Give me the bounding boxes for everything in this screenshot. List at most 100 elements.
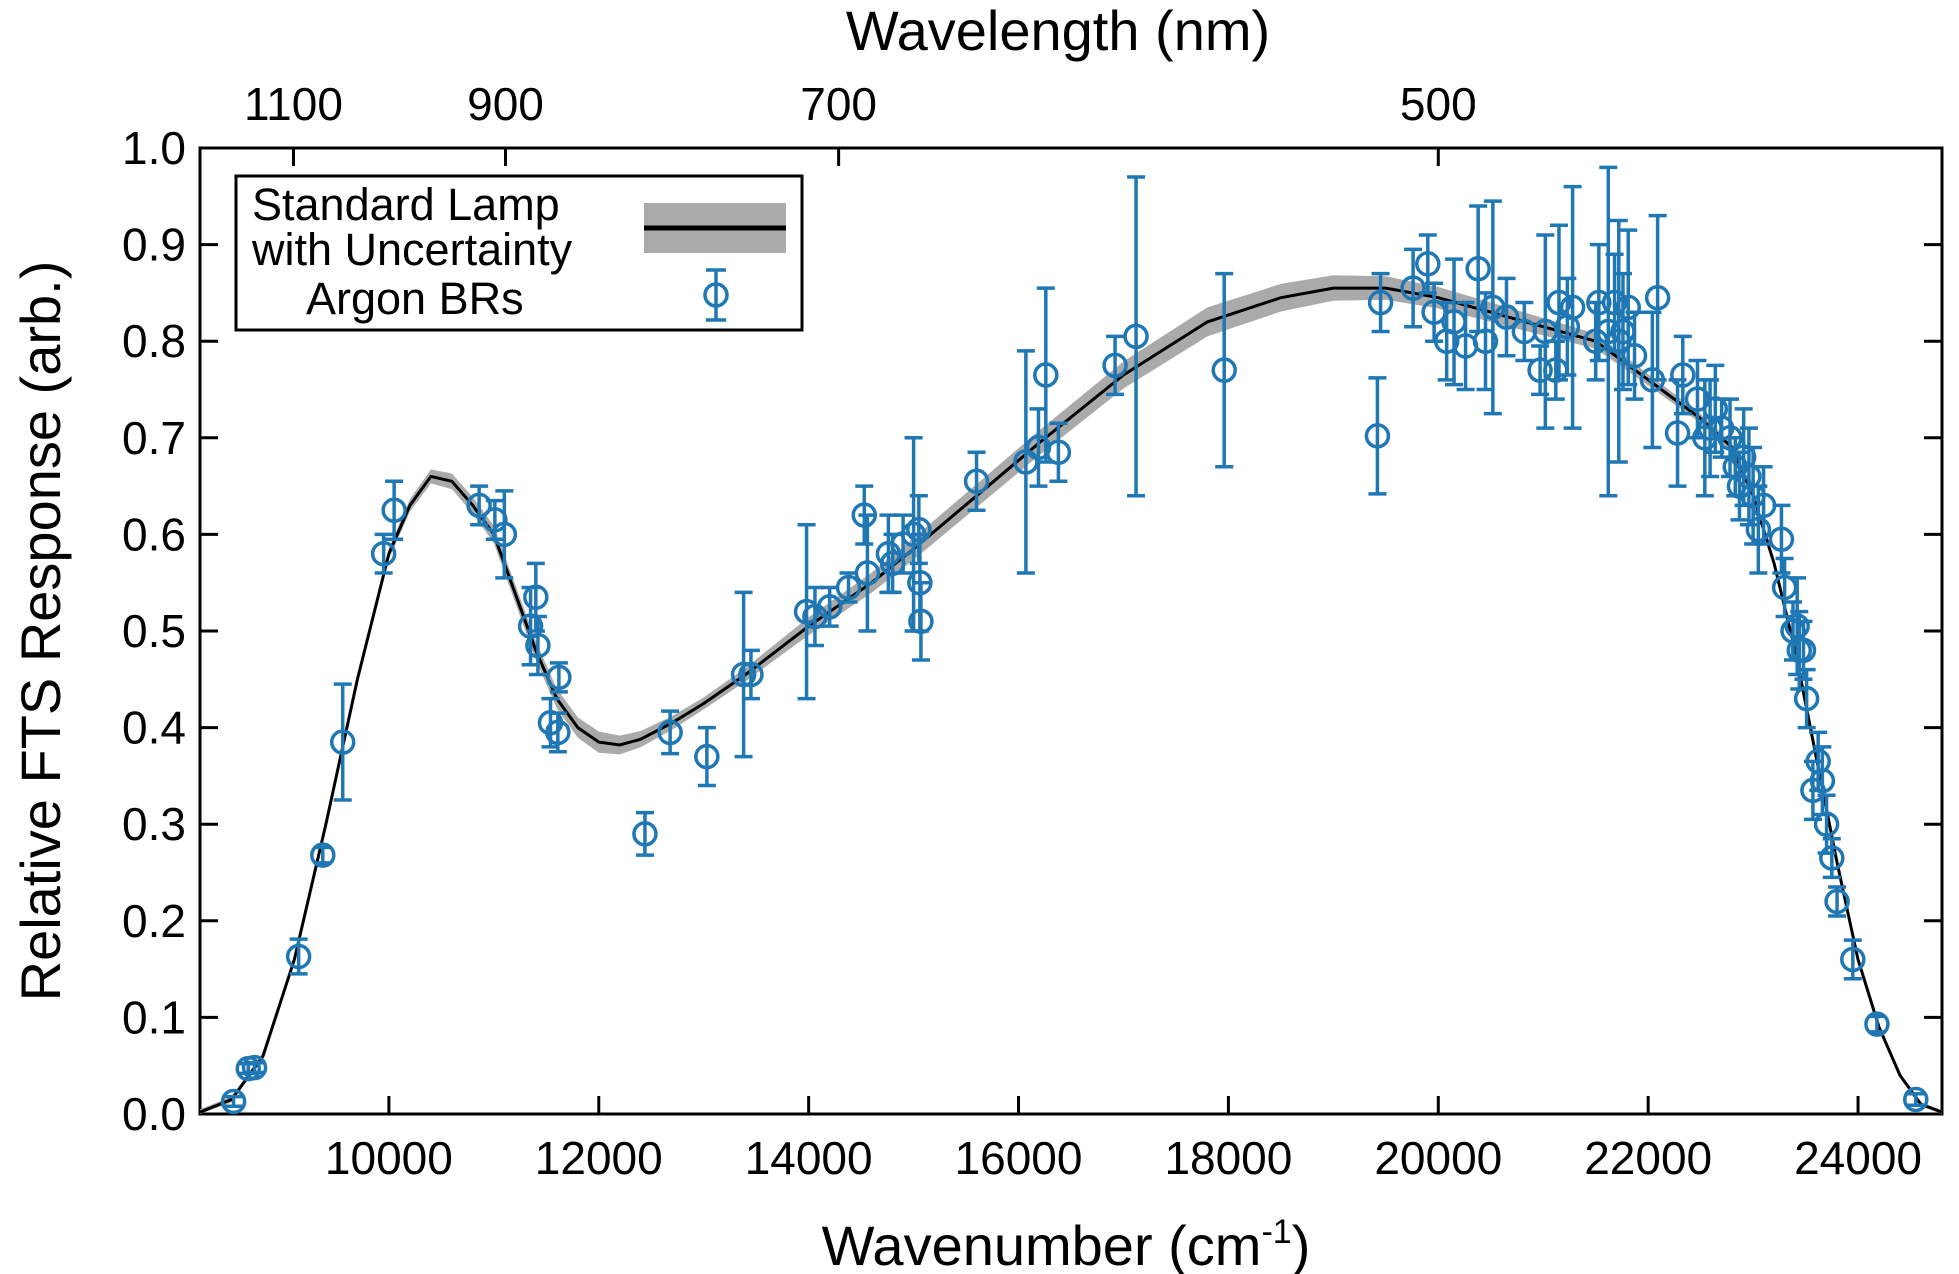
point-marker <box>1793 685 1820 712</box>
x-tick-label: 12000 <box>535 1132 663 1184</box>
x-tick-label: 14000 <box>745 1132 873 1184</box>
argon-br-point <box>310 842 336 868</box>
argon-br-point <box>1824 885 1850 918</box>
point-marker <box>1364 423 1391 449</box>
point-marker <box>1546 289 1572 316</box>
x-tick-label: 22000 <box>1584 1132 1712 1184</box>
argon-br-point <box>854 513 881 633</box>
point-marker <box>1493 304 1520 330</box>
top-tick-label: 700 <box>800 78 877 130</box>
point-marker <box>546 664 572 691</box>
point-marker <box>329 729 356 755</box>
point-marker <box>1472 328 1499 354</box>
point-marker <box>1615 294 1641 321</box>
x-tick-label: 20000 <box>1374 1132 1502 1184</box>
argon-br-point <box>1903 1086 1929 1113</box>
legend-marker-label: Argon BRs <box>306 273 524 324</box>
point-marker <box>1465 256 1491 282</box>
argon-br-point <box>1493 276 1520 358</box>
argon-br-point <box>1045 421 1072 484</box>
argon-br-point <box>694 725 720 788</box>
point-marker <box>738 661 764 688</box>
point-marker <box>523 584 549 610</box>
argon-br-point <box>1511 300 1538 363</box>
argon-br-point <box>1400 247 1426 329</box>
point-marker <box>1033 362 1059 388</box>
y-tick-label: 0.7 <box>122 412 186 464</box>
point-marker <box>241 1054 268 1081</box>
point-marker <box>545 719 571 746</box>
point-marker <box>908 608 934 635</box>
point-marker <box>1745 516 1772 543</box>
point-marker <box>491 521 518 548</box>
argon-br-point <box>1644 213 1671 382</box>
argon-br-point <box>466 484 492 527</box>
point-marker <box>1621 342 1648 369</box>
point-marker <box>1601 289 1628 316</box>
x-axis-title: Wavenumber (cm-1) <box>822 1213 1311 1274</box>
y-tick-label: 1.0 <box>122 122 186 174</box>
point-marker <box>1824 888 1850 915</box>
x-axis: 10000 12000 14000 16000 18000 20000 22000 24000 <box>325 1096 1922 1184</box>
argon-br-point <box>963 450 990 512</box>
y-tick-label: 0.3 <box>122 798 186 850</box>
x-axis-title-close: ) <box>1292 1214 1311 1274</box>
point-marker <box>835 574 862 601</box>
y-tick-label: 0.0 <box>122 1088 186 1140</box>
argon-br-point <box>1621 310 1648 401</box>
uncertainty-band <box>200 275 1942 1114</box>
point-marker <box>730 661 757 688</box>
argon-br-point <box>908 580 934 662</box>
argon-br-point <box>1864 1011 1890 1037</box>
legend-marker-swatch <box>703 268 729 322</box>
point-marker <box>1790 637 1817 664</box>
argon-br-point <box>1123 175 1149 498</box>
x-tick-label: 24000 <box>1794 1132 1922 1184</box>
argon-br-point <box>1840 938 1866 981</box>
top-axis-title: Wavelength (nm) <box>846 0 1270 62</box>
y-tick-label: 0.8 <box>122 315 186 367</box>
point-marker <box>1670 362 1696 388</box>
point-marker <box>1559 294 1586 321</box>
argon-br-point <box>1033 286 1059 464</box>
point-marker <box>1400 275 1426 301</box>
argon-br-point <box>1364 376 1391 496</box>
argon-br-point <box>632 810 658 857</box>
point-marker <box>1644 284 1671 311</box>
argon-br-point <box>329 682 356 802</box>
point-marker <box>657 719 683 746</box>
argon-br-point <box>1367 271 1394 334</box>
x-tick-label: 18000 <box>1164 1132 1292 1184</box>
point-marker <box>1211 357 1237 383</box>
point-marker <box>381 497 407 523</box>
x-axis-title-sup: -1 <box>1261 1213 1291 1251</box>
argon-br-point <box>738 648 764 701</box>
argon-br-point <box>1546 223 1572 382</box>
y-axis-title: Relative FTS Response (arb.) <box>9 261 72 1002</box>
argon-br-point <box>491 489 518 580</box>
legend-line-label-2: with Uncertainty <box>251 224 573 275</box>
argon-br-point <box>657 709 683 756</box>
y-tick-label: 0.5 <box>122 605 186 657</box>
argon-br-points <box>220 165 1929 1115</box>
point-marker <box>466 492 492 519</box>
point-marker <box>1864 1011 1890 1037</box>
argon-br-point <box>220 1088 247 1115</box>
argon-br-point <box>523 561 549 633</box>
point-marker <box>694 743 720 770</box>
y-tick-label: 0.1 <box>122 991 186 1043</box>
point-marker <box>854 560 881 586</box>
argon-br-point <box>1670 334 1696 416</box>
point-marker <box>285 943 312 970</box>
argon-br-point <box>1527 344 1553 397</box>
x-axis-title-main: Wavenumber (cm <box>822 1214 1262 1274</box>
point-marker <box>1819 845 1845 871</box>
argon-br-point <box>1793 667 1820 730</box>
point-marker <box>1415 251 1441 277</box>
point-marker <box>1045 439 1072 466</box>
argon-br-point <box>1768 503 1795 575</box>
argon-br-point <box>1543 339 1569 401</box>
point-marker <box>816 594 843 620</box>
point-marker <box>310 842 336 868</box>
